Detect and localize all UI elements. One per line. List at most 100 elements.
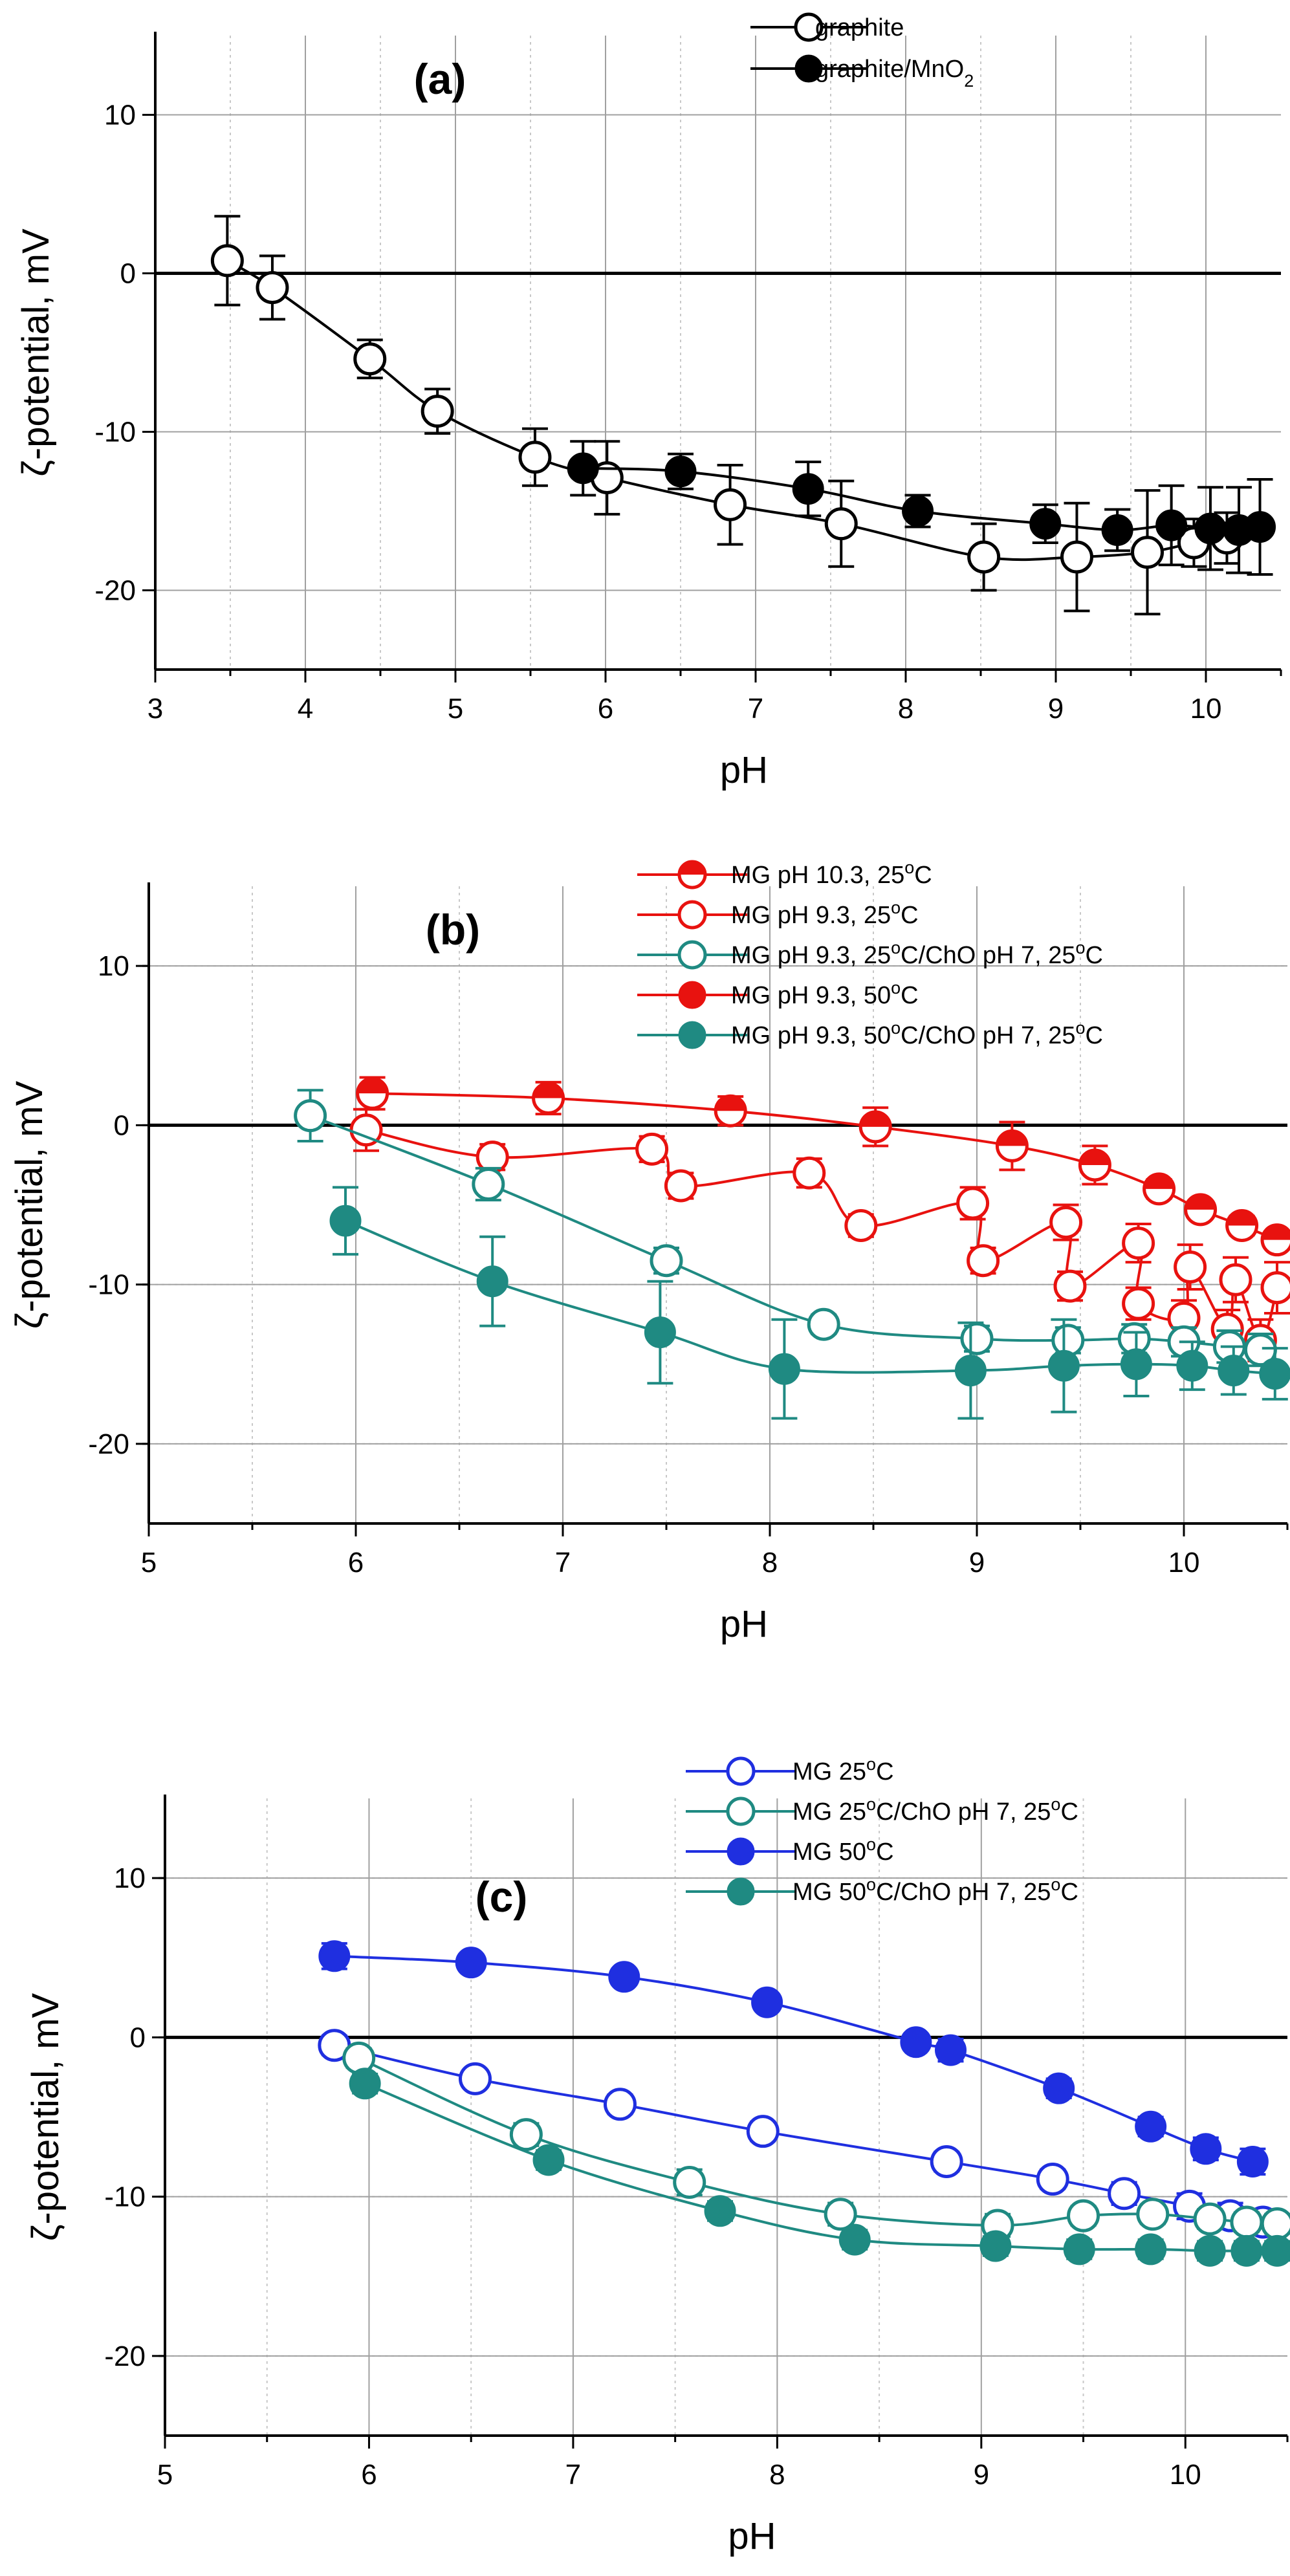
legend-label: graphite/MnO2 bbox=[815, 56, 974, 91]
data-point-shape bbox=[1060, 540, 1093, 574]
legend-marker bbox=[678, 981, 706, 1009]
legend-label-part: MG pH 9.3, 50 bbox=[731, 1022, 891, 1049]
legend-label-part: o bbox=[1076, 938, 1086, 957]
legend-item: MG 25oC bbox=[686, 1754, 894, 1786]
data-point bbox=[1244, 511, 1276, 543]
y-tick-label: -10 bbox=[104, 2181, 146, 2213]
data-point bbox=[1108, 2177, 1141, 2210]
data-point bbox=[995, 1129, 1029, 1162]
data-point bbox=[458, 2062, 492, 2095]
legend-label-part: MG 25 bbox=[793, 1758, 866, 1785]
legend-label-part: MG pH 9.3, 25 bbox=[731, 942, 891, 969]
legend-label-part: o bbox=[1051, 1875, 1060, 1894]
data-point-shape bbox=[1135, 2233, 1167, 2265]
data-point bbox=[1230, 2205, 1263, 2239]
y-tick-label: 0 bbox=[120, 258, 136, 290]
data-point bbox=[1060, 540, 1093, 574]
data-point-shape bbox=[1218, 1355, 1250, 1387]
legend-item: MG pH 9.3, 25oC/ChO pH 7, 25oC bbox=[637, 938, 1103, 970]
legend-label: MG 25oC/ChO pH 7, 25oC bbox=[793, 1795, 1078, 1826]
data-point bbox=[664, 455, 697, 488]
legend-marker-shape bbox=[678, 1021, 706, 1049]
y-ticks-b: -20 -10 0 10 bbox=[88, 950, 149, 1460]
data-point bbox=[518, 441, 552, 474]
panel-a: 3 4 5 6 7 8 9 10 -20 -10 0 10 pH ζ-potential, mV (a) gr… bbox=[15, 12, 1282, 791]
data-point bbox=[1259, 1358, 1290, 1390]
data-point-shape bbox=[807, 1307, 840, 1341]
data-point bbox=[930, 2145, 963, 2178]
legend-label-part: o bbox=[891, 1018, 901, 1038]
y-tick-label: 10 bbox=[104, 100, 136, 131]
data-point bbox=[1190, 2133, 1222, 2165]
x-tick-label: 4 bbox=[298, 693, 313, 725]
data-point bbox=[1101, 514, 1133, 546]
legend-marker bbox=[727, 1877, 755, 1906]
data-point bbox=[1194, 512, 1227, 545]
legend-label-part: graphite/MnO bbox=[815, 56, 964, 83]
x-tick-label: 7 bbox=[555, 1547, 571, 1578]
legend-marker-shape bbox=[727, 1837, 755, 1866]
data-point bbox=[210, 244, 244, 278]
data-point-shape bbox=[567, 452, 599, 485]
data-point-shape bbox=[509, 2118, 543, 2152]
data-point bbox=[532, 2144, 565, 2176]
x-tick-label: 10 bbox=[1168, 1547, 1200, 1578]
data-point bbox=[793, 1156, 826, 1190]
data-point bbox=[746, 2115, 780, 2148]
data-point-shape bbox=[746, 2115, 780, 2148]
data-point bbox=[1260, 2207, 1290, 2240]
x-tick-label: 7 bbox=[565, 2459, 581, 2491]
data-point-shape bbox=[1260, 1271, 1290, 1305]
data-point-shape bbox=[960, 1322, 994, 1355]
legend-label-part: C/ChO pH 7, 25 bbox=[901, 942, 1075, 969]
data-point bbox=[1120, 1348, 1152, 1381]
legend-marker bbox=[678, 1021, 706, 1049]
legend-marker-shape bbox=[794, 54, 823, 83]
y-tick-label: -20 bbox=[94, 575, 136, 607]
series-b-1 bbox=[349, 1108, 1290, 1362]
data-point-shape bbox=[838, 2223, 871, 2256]
data-point bbox=[1260, 1223, 1290, 1257]
data-point-shape bbox=[979, 2230, 1012, 2262]
data-point-shape bbox=[472, 1167, 505, 1201]
data-point bbox=[902, 495, 934, 527]
data-point bbox=[807, 1307, 840, 1341]
legend-marker-shape bbox=[678, 981, 706, 1009]
data-point bbox=[1193, 2202, 1227, 2236]
y-ticks-c: -20 -10 0 10 bbox=[104, 1862, 165, 2372]
x-tick-label: 6 bbox=[598, 693, 613, 725]
legend-label-part: o bbox=[1051, 1795, 1060, 1814]
data-point bbox=[294, 1099, 327, 1133]
data-point-shape bbox=[664, 1169, 697, 1203]
x-tick-label: 5 bbox=[157, 2459, 173, 2491]
legend-marker bbox=[726, 1756, 756, 1786]
data-point-shape bbox=[210, 244, 244, 278]
y-axis-label: ζ-potential, mV bbox=[15, 228, 57, 477]
data-point bbox=[329, 1205, 362, 1237]
y-tick-label: 0 bbox=[114, 1109, 129, 1141]
data-point-shape bbox=[1260, 2207, 1290, 2240]
series-a-0 bbox=[210, 215, 1243, 616]
data-point-half bbox=[533, 1083, 563, 1098]
x-tick-label: 5 bbox=[141, 1547, 157, 1578]
data-point bbox=[838, 2223, 871, 2256]
x-ticks-c: 5 6 7 8 9 10 bbox=[157, 2436, 1289, 2491]
legend-label-part: C/ChO pH 7, 25 bbox=[901, 1022, 1075, 1049]
data-point-shape bbox=[844, 1209, 878, 1243]
legend-label-part: MG 50 bbox=[793, 1879, 866, 1906]
data-point-shape bbox=[902, 495, 934, 527]
legend-label-part: C bbox=[901, 902, 918, 929]
legend-label-part: C bbox=[1086, 942, 1103, 969]
data-point bbox=[608, 1961, 640, 1993]
data-point-shape bbox=[1259, 1358, 1290, 1390]
data-point bbox=[1230, 2234, 1263, 2267]
y-tick-label: 10 bbox=[98, 950, 129, 982]
legend-marker bbox=[677, 860, 707, 890]
data-point bbox=[1176, 1349, 1208, 1382]
y-axis-label: ζ-potential, mV bbox=[8, 1080, 50, 1329]
x-axis-label: pH bbox=[728, 2515, 776, 2557]
data-point bbox=[1155, 509, 1188, 541]
x-tick-label: 6 bbox=[361, 2459, 377, 2491]
